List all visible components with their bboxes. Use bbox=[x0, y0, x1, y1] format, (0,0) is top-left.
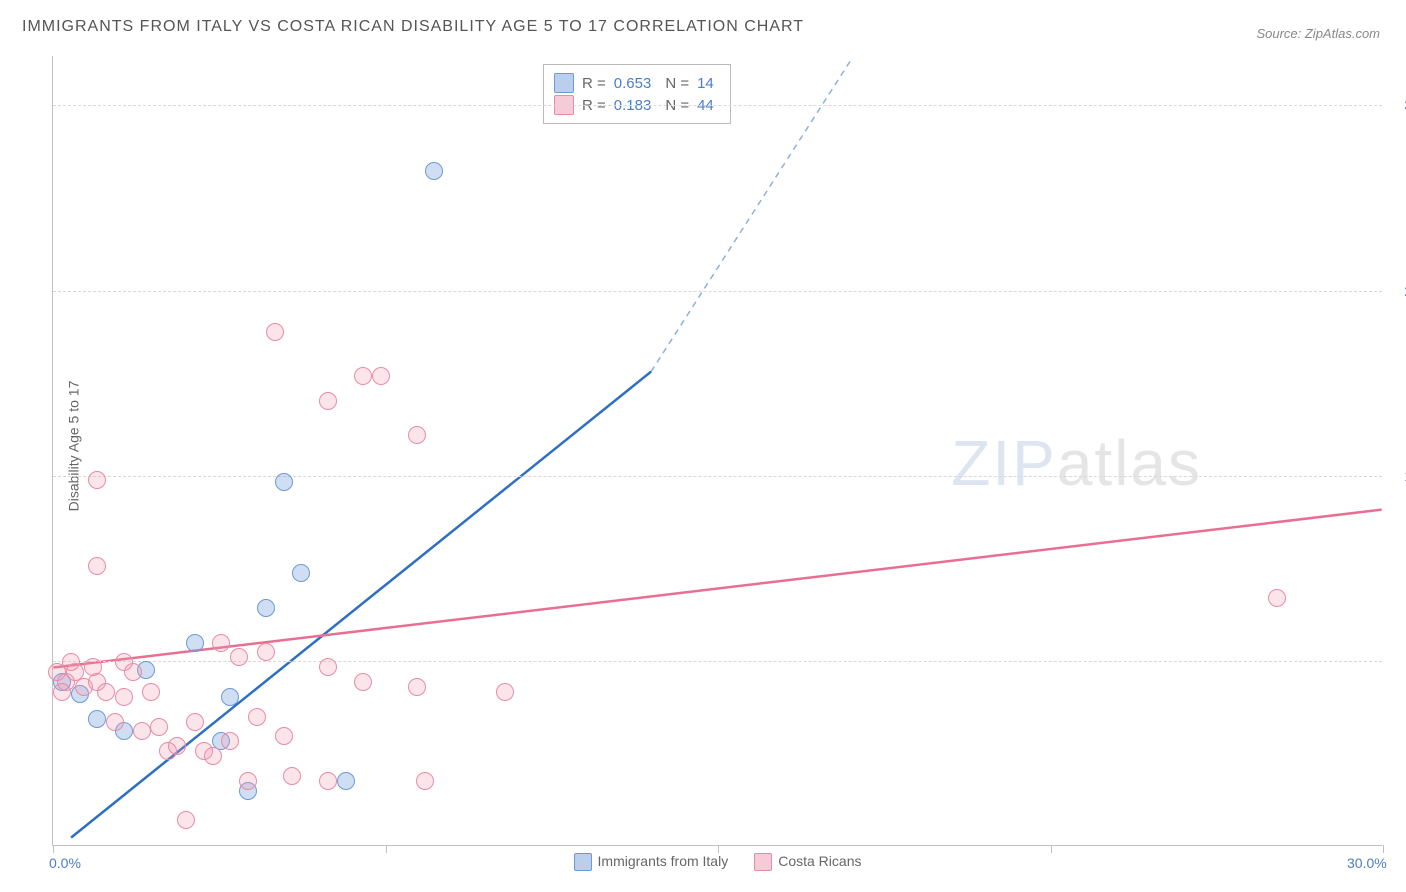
gridline-h bbox=[53, 476, 1382, 477]
data-point bbox=[275, 727, 293, 745]
x-tick bbox=[1383, 845, 1384, 853]
scatter-plot: ZIPatlas R =0.653N =14R =0.183N =44 Immi… bbox=[52, 56, 1382, 846]
data-point bbox=[408, 678, 426, 696]
y-tick-label: 22.5% bbox=[1388, 283, 1406, 299]
x-tick bbox=[1051, 845, 1052, 853]
data-point bbox=[257, 643, 275, 661]
data-point bbox=[266, 323, 284, 341]
data-point bbox=[337, 772, 355, 790]
data-point bbox=[408, 426, 426, 444]
data-point bbox=[354, 673, 372, 691]
legend-swatch bbox=[554, 73, 574, 93]
watermark: ZIPatlas bbox=[951, 426, 1202, 500]
x-tick bbox=[386, 845, 387, 853]
data-point bbox=[221, 732, 239, 750]
data-point bbox=[239, 772, 257, 790]
series-legend-item: Costa Ricans bbox=[754, 853, 861, 871]
data-point bbox=[248, 708, 266, 726]
series-legend: Immigrants from Italy Costa Ricans bbox=[574, 853, 862, 871]
data-point bbox=[115, 688, 133, 706]
data-point bbox=[88, 710, 106, 728]
data-point bbox=[354, 367, 372, 385]
y-tick-label: 7.5% bbox=[1388, 653, 1406, 669]
legend-swatch bbox=[754, 853, 772, 871]
data-point bbox=[115, 653, 133, 671]
data-point bbox=[319, 658, 337, 676]
x-tick-label: 0.0% bbox=[49, 855, 81, 871]
series-legend-item: Immigrants from Italy bbox=[574, 853, 729, 871]
data-point bbox=[177, 811, 195, 829]
data-point bbox=[319, 392, 337, 410]
data-point bbox=[496, 683, 514, 701]
correlation-legend: R =0.653N =14R =0.183N =44 bbox=[543, 64, 731, 124]
data-point bbox=[186, 634, 204, 652]
data-point bbox=[292, 564, 310, 582]
data-point bbox=[186, 713, 204, 731]
y-tick-label: 30.0% bbox=[1388, 97, 1406, 113]
y-tick-label: 15.0% bbox=[1388, 468, 1406, 484]
data-point bbox=[97, 683, 115, 701]
legend-n-value: 14 bbox=[697, 75, 714, 92]
data-point bbox=[372, 367, 390, 385]
data-point bbox=[106, 713, 124, 731]
data-point bbox=[283, 767, 301, 785]
data-point bbox=[275, 473, 293, 491]
data-point bbox=[53, 683, 71, 701]
data-point bbox=[142, 683, 160, 701]
x-tick bbox=[53, 845, 54, 853]
source-label: Source: ZipAtlas.com bbox=[1256, 26, 1380, 41]
legend-row: R = 0.653 N = 14 bbox=[554, 73, 720, 93]
data-point bbox=[230, 648, 248, 666]
data-point bbox=[62, 653, 80, 671]
chart-title: IMMIGRANTS FROM ITALY VS COSTA RICAN DIS… bbox=[22, 18, 804, 36]
data-point bbox=[204, 747, 222, 765]
data-point bbox=[425, 162, 443, 180]
data-point bbox=[88, 557, 106, 575]
legend-r-value: 0.653 bbox=[614, 75, 652, 92]
legend-n-label: N = bbox=[665, 75, 689, 92]
watermark-thin: atlas bbox=[1057, 427, 1202, 499]
x-tick bbox=[718, 845, 719, 853]
gridline-h bbox=[53, 291, 1382, 292]
data-point bbox=[1268, 589, 1286, 607]
data-point bbox=[257, 599, 275, 617]
data-point bbox=[319, 772, 337, 790]
data-point bbox=[221, 688, 239, 706]
gridline-h bbox=[53, 105, 1382, 106]
data-point bbox=[212, 634, 230, 652]
trend-lines bbox=[53, 56, 1382, 845]
legend-r-label: R = bbox=[582, 75, 606, 92]
data-point bbox=[168, 737, 186, 755]
x-tick-label: 30.0% bbox=[1347, 855, 1387, 871]
data-point bbox=[150, 718, 168, 736]
data-point bbox=[88, 471, 106, 489]
data-point bbox=[133, 722, 151, 740]
gridline-h bbox=[53, 661, 1382, 662]
data-point bbox=[416, 772, 434, 790]
watermark-bold: ZIP bbox=[951, 427, 1057, 499]
legend-swatch bbox=[574, 853, 592, 871]
